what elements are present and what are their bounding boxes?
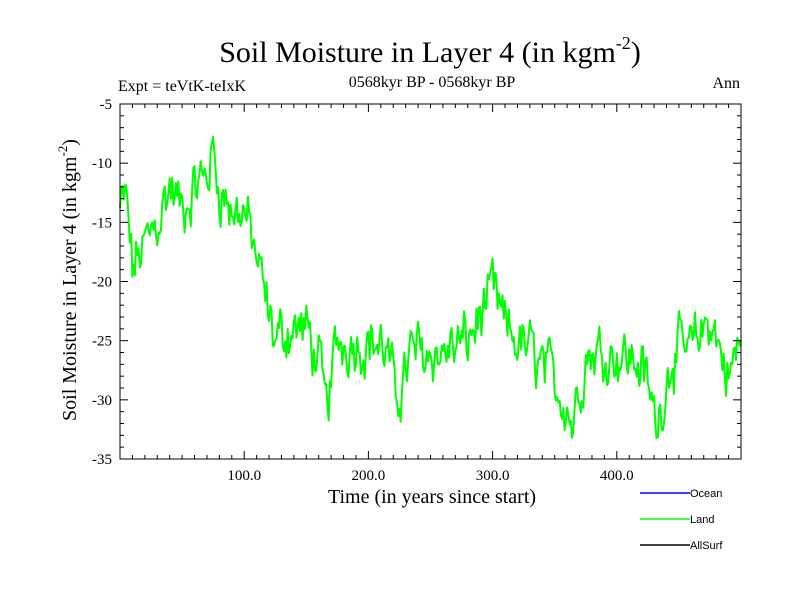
experiment-label: Expt = teVtK-teIxK	[118, 78, 247, 95]
legend-label-land: Land	[690, 514, 714, 526]
land-series-line	[119, 136, 742, 440]
x-tick-label: 200.0	[352, 468, 386, 484]
chart-title-close: )	[631, 36, 641, 69]
x-tick-label: 400.0	[600, 468, 634, 484]
legend-label-allsurf: AllSurf	[690, 540, 723, 552]
chart-title-sup: -2	[616, 33, 631, 53]
x-axis-title: Time (in years since start)	[328, 486, 536, 508]
legend-label-ocean: Ocean	[690, 488, 722, 500]
y-tick-label: -10	[92, 156, 112, 172]
period-label: 0568kyr BP - 0568kyr BP	[349, 74, 516, 91]
y-tick-label: -25	[92, 334, 112, 350]
plot-area: -35 -30 -25 -20 -15 -10 -5 100.0 200.0 300.0 400.0	[92, 97, 742, 484]
y-tick-label: -15	[92, 215, 112, 231]
y-tick-label: -30	[92, 393, 112, 409]
y-axis-title: Soil Moisture in Layer 4 (in kgm-2)	[55, 139, 81, 421]
plot-frame	[119, 103, 742, 460]
chart-title-text: Soil Moisture in Layer 4 (in kgm	[219, 36, 616, 69]
season-label: Ann	[712, 75, 740, 92]
y-tick-label: -20	[92, 275, 112, 291]
x-tick-label: 100.0	[227, 468, 261, 484]
chart-title: Soil Moisture in Layer 4 (in kgm-2)	[219, 33, 641, 69]
x-tick-label: 300.0	[476, 468, 510, 484]
y-tick-label: -35	[92, 452, 112, 468]
y-axis-title-close: )	[59, 139, 81, 146]
y-axis-title-sup: -2	[55, 146, 70, 157]
y-axis-title-text: Soil Moisture in Layer 4 (in kgm	[59, 156, 81, 421]
y-tick-label: -5	[100, 97, 113, 113]
legend: Ocean Land AllSurf	[640, 488, 723, 552]
